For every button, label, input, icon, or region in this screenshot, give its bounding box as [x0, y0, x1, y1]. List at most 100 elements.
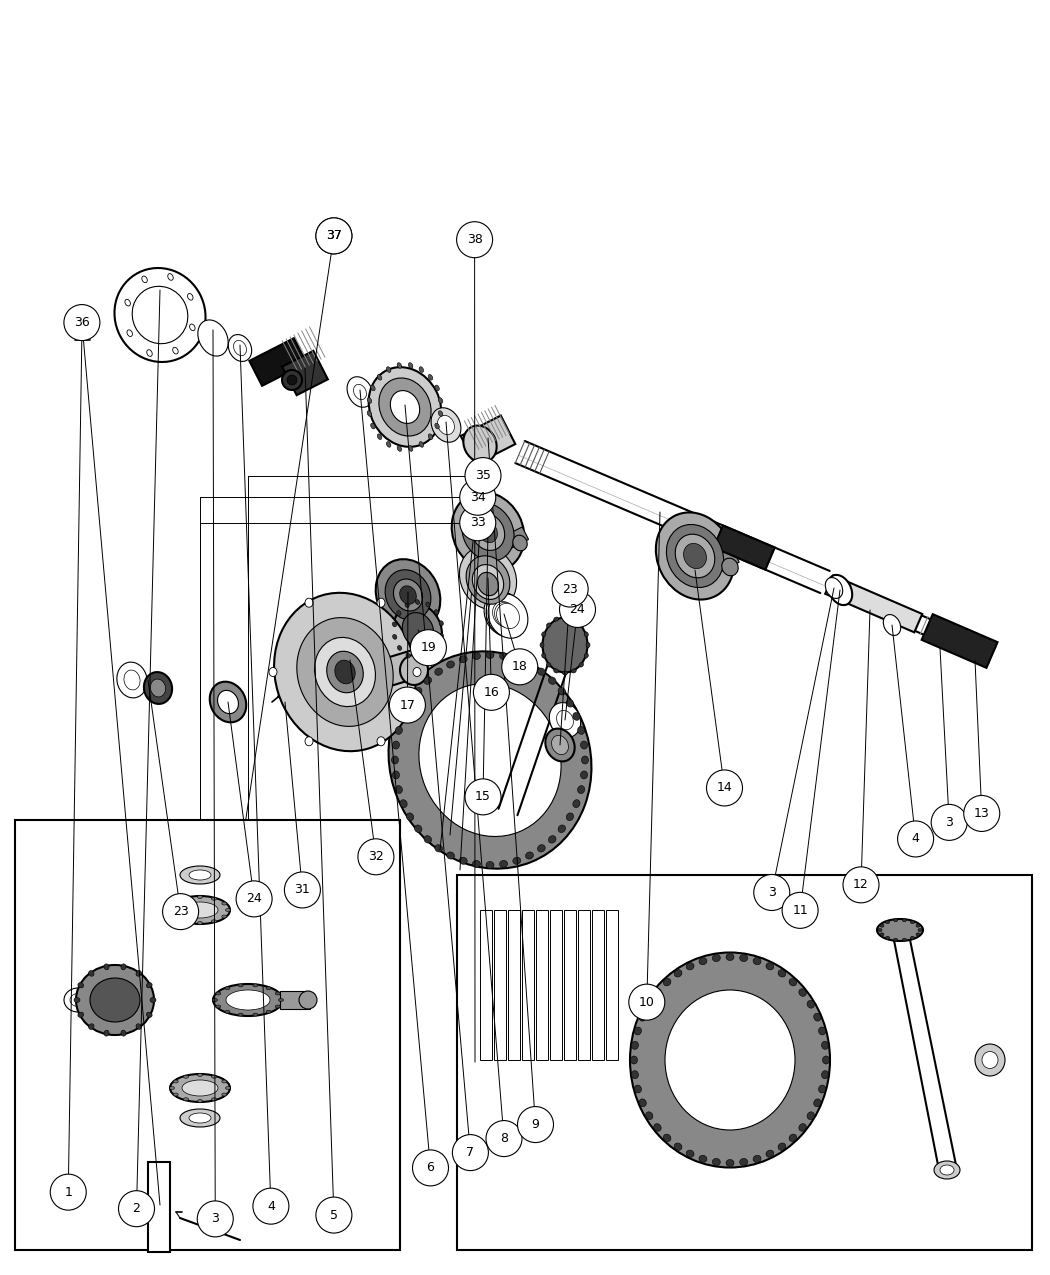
Ellipse shape	[419, 683, 561, 836]
Ellipse shape	[416, 599, 420, 604]
Ellipse shape	[125, 300, 130, 306]
Ellipse shape	[556, 710, 573, 729]
Ellipse shape	[222, 1080, 227, 1082]
Ellipse shape	[228, 334, 252, 361]
Ellipse shape	[189, 1113, 211, 1123]
Ellipse shape	[880, 933, 884, 936]
Circle shape	[465, 779, 501, 815]
Text: 24: 24	[246, 892, 262, 905]
Ellipse shape	[630, 952, 830, 1168]
Ellipse shape	[819, 1085, 825, 1093]
Ellipse shape	[393, 741, 399, 748]
Circle shape	[197, 1201, 233, 1237]
Ellipse shape	[765, 1150, 774, 1158]
Bar	[282, 351, 328, 395]
Ellipse shape	[253, 984, 258, 987]
Ellipse shape	[435, 844, 442, 852]
Ellipse shape	[664, 1135, 671, 1141]
Ellipse shape	[581, 741, 588, 748]
Ellipse shape	[222, 915, 227, 918]
Text: 11: 11	[793, 904, 808, 917]
Ellipse shape	[665, 989, 795, 1130]
Ellipse shape	[74, 997, 80, 1002]
Text: 14: 14	[716, 782, 733, 794]
Ellipse shape	[821, 1042, 828, 1049]
Bar	[592, 910, 604, 1060]
Ellipse shape	[674, 1142, 681, 1150]
Ellipse shape	[215, 1005, 220, 1009]
Ellipse shape	[646, 1001, 653, 1009]
Ellipse shape	[278, 998, 284, 1001]
Circle shape	[390, 687, 425, 723]
Text: 2: 2	[132, 1202, 141, 1215]
Text: 6: 6	[426, 1162, 435, 1174]
Ellipse shape	[88, 1024, 94, 1029]
Ellipse shape	[471, 514, 505, 551]
Ellipse shape	[299, 991, 317, 1009]
Circle shape	[898, 821, 933, 857]
Ellipse shape	[435, 645, 439, 649]
Ellipse shape	[578, 785, 585, 793]
Ellipse shape	[172, 347, 179, 354]
Bar	[494, 910, 506, 1060]
Ellipse shape	[117, 662, 147, 697]
Circle shape	[754, 875, 790, 910]
Ellipse shape	[571, 617, 576, 621]
Ellipse shape	[419, 367, 423, 372]
Circle shape	[64, 305, 100, 340]
Ellipse shape	[169, 909, 174, 912]
Ellipse shape	[526, 660, 533, 668]
Ellipse shape	[563, 671, 567, 674]
Ellipse shape	[687, 963, 694, 970]
Ellipse shape	[579, 623, 584, 627]
Ellipse shape	[512, 857, 521, 864]
Ellipse shape	[226, 1086, 231, 1090]
Ellipse shape	[368, 398, 372, 403]
Ellipse shape	[114, 268, 206, 362]
Ellipse shape	[459, 655, 467, 663]
Ellipse shape	[197, 1099, 203, 1103]
Ellipse shape	[415, 687, 422, 695]
Ellipse shape	[631, 1071, 638, 1079]
Ellipse shape	[426, 602, 430, 607]
Text: 3: 3	[211, 1213, 219, 1225]
Ellipse shape	[266, 1010, 271, 1014]
Ellipse shape	[180, 1109, 220, 1127]
Ellipse shape	[789, 978, 797, 986]
Ellipse shape	[146, 983, 152, 988]
Text: 13: 13	[974, 807, 989, 820]
Circle shape	[413, 1150, 448, 1186]
Text: 10: 10	[638, 996, 655, 1009]
Circle shape	[236, 881, 272, 917]
Ellipse shape	[386, 441, 391, 448]
Ellipse shape	[739, 1159, 748, 1165]
Ellipse shape	[885, 936, 889, 940]
Ellipse shape	[553, 669, 559, 673]
Bar	[578, 910, 590, 1060]
Ellipse shape	[439, 621, 443, 626]
Bar	[825, 575, 922, 632]
Ellipse shape	[807, 1112, 815, 1119]
Ellipse shape	[484, 592, 524, 636]
Ellipse shape	[466, 556, 510, 604]
Ellipse shape	[211, 1098, 216, 1100]
Ellipse shape	[348, 376, 373, 407]
Ellipse shape	[566, 700, 573, 708]
Ellipse shape	[393, 771, 399, 779]
Ellipse shape	[883, 615, 901, 635]
Ellipse shape	[211, 1075, 216, 1079]
Circle shape	[453, 1135, 488, 1170]
Ellipse shape	[542, 653, 546, 658]
Circle shape	[316, 1197, 352, 1233]
Ellipse shape	[940, 1165, 954, 1176]
Text: 4: 4	[911, 833, 920, 845]
Ellipse shape	[266, 987, 271, 989]
Text: 34: 34	[470, 491, 485, 504]
Circle shape	[460, 479, 496, 515]
Ellipse shape	[778, 970, 785, 977]
Ellipse shape	[497, 603, 520, 629]
Ellipse shape	[397, 446, 401, 451]
Ellipse shape	[419, 441, 423, 448]
Ellipse shape	[190, 324, 195, 330]
Ellipse shape	[197, 320, 228, 356]
